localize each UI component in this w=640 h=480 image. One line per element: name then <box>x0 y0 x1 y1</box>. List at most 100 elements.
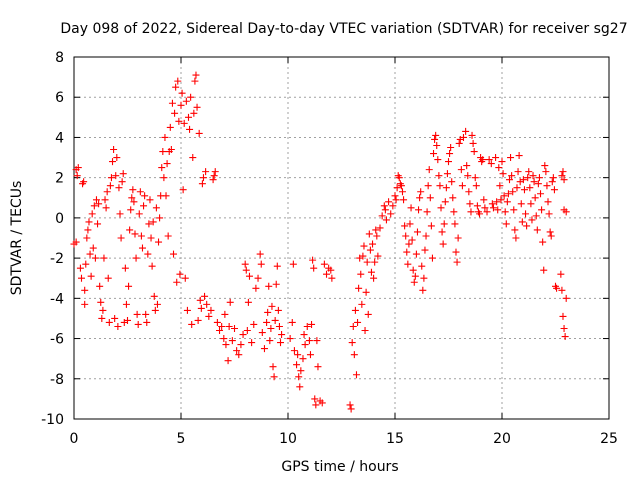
data-point <box>437 204 445 212</box>
data-point <box>363 258 371 266</box>
data-point <box>211 168 219 176</box>
data-point <box>561 333 569 341</box>
data-point <box>501 208 509 216</box>
data-point <box>376 224 384 232</box>
data-point <box>468 131 476 139</box>
data-point <box>320 260 328 268</box>
data-point <box>487 160 495 168</box>
data-point <box>105 318 113 326</box>
data-point <box>397 182 405 190</box>
data-point <box>535 174 543 182</box>
data-point <box>235 351 243 359</box>
data-point <box>507 154 515 162</box>
data-point <box>173 278 181 286</box>
data-point <box>525 168 533 176</box>
y-tick-label: -10 <box>41 412 64 428</box>
data-point <box>77 274 85 282</box>
data-point <box>160 174 168 182</box>
data-point <box>531 194 539 202</box>
data-point <box>354 318 362 326</box>
data-point <box>408 236 416 244</box>
data-point <box>403 248 411 256</box>
data-point <box>140 202 148 210</box>
data-point <box>518 218 526 226</box>
y-tick-label: 2 <box>55 171 64 187</box>
data-point <box>369 240 377 248</box>
data-point <box>171 109 179 117</box>
data-point <box>116 210 124 218</box>
data-point <box>538 206 546 214</box>
data-point <box>245 272 253 280</box>
data-point <box>182 97 190 105</box>
y-tick-label: -4 <box>50 291 64 307</box>
data-point <box>458 182 466 190</box>
data-point <box>469 139 477 147</box>
data-point <box>148 262 156 270</box>
data-point <box>409 266 417 274</box>
data-point <box>499 170 507 178</box>
data-point <box>180 119 188 127</box>
grid-lines <box>74 57 609 419</box>
data-point <box>366 246 374 254</box>
data-point <box>303 322 311 330</box>
data-point <box>350 351 358 359</box>
data-point <box>199 174 207 182</box>
axis-ticks <box>73 56 610 420</box>
data-point <box>533 226 541 234</box>
data-point <box>349 322 357 330</box>
data-point <box>544 198 552 206</box>
data-point <box>161 133 169 141</box>
data-point <box>391 192 399 200</box>
data-point <box>174 77 182 85</box>
data-point <box>440 220 448 228</box>
data-point <box>541 162 549 170</box>
data-point <box>114 322 122 330</box>
data-point <box>524 174 532 182</box>
y-tick-label: 4 <box>55 130 64 146</box>
data-point <box>149 218 157 226</box>
data-point <box>81 286 89 294</box>
data-point <box>100 254 108 262</box>
data-point <box>102 204 110 212</box>
data-point <box>218 322 226 330</box>
data-point <box>263 318 271 326</box>
data-point <box>358 300 366 308</box>
data-point <box>99 306 107 314</box>
data-point <box>80 178 88 186</box>
y-tick-label: 8 <box>55 50 64 66</box>
data-point <box>510 206 518 214</box>
data-point <box>441 198 449 206</box>
data-point <box>530 178 538 186</box>
data-point <box>191 77 199 85</box>
data-point <box>83 234 91 242</box>
data-point <box>443 170 451 178</box>
data-point <box>98 314 106 322</box>
data-point <box>479 156 487 164</box>
data-point <box>449 194 457 202</box>
data-point <box>266 337 274 345</box>
data-point <box>237 341 245 349</box>
data-point <box>181 274 189 282</box>
x-tick-label: 5 <box>177 431 186 447</box>
data-point <box>422 232 430 240</box>
data-point <box>361 327 369 335</box>
data-point <box>130 198 138 206</box>
data-point <box>221 310 229 318</box>
data-point <box>467 208 475 216</box>
data-point <box>419 286 427 294</box>
data-point <box>557 270 565 278</box>
data-point <box>231 325 238 332</box>
data-point <box>92 196 100 204</box>
data-point <box>137 232 145 240</box>
data-point <box>82 260 90 268</box>
plot-area-frame <box>73 56 610 420</box>
data-point <box>545 210 553 218</box>
data-point <box>493 198 501 206</box>
data-point <box>193 103 201 111</box>
data-point <box>87 272 95 280</box>
data-point <box>310 264 318 272</box>
data-point <box>522 210 530 218</box>
data-point <box>162 192 170 200</box>
data-point <box>273 262 281 270</box>
data-point <box>178 89 186 97</box>
